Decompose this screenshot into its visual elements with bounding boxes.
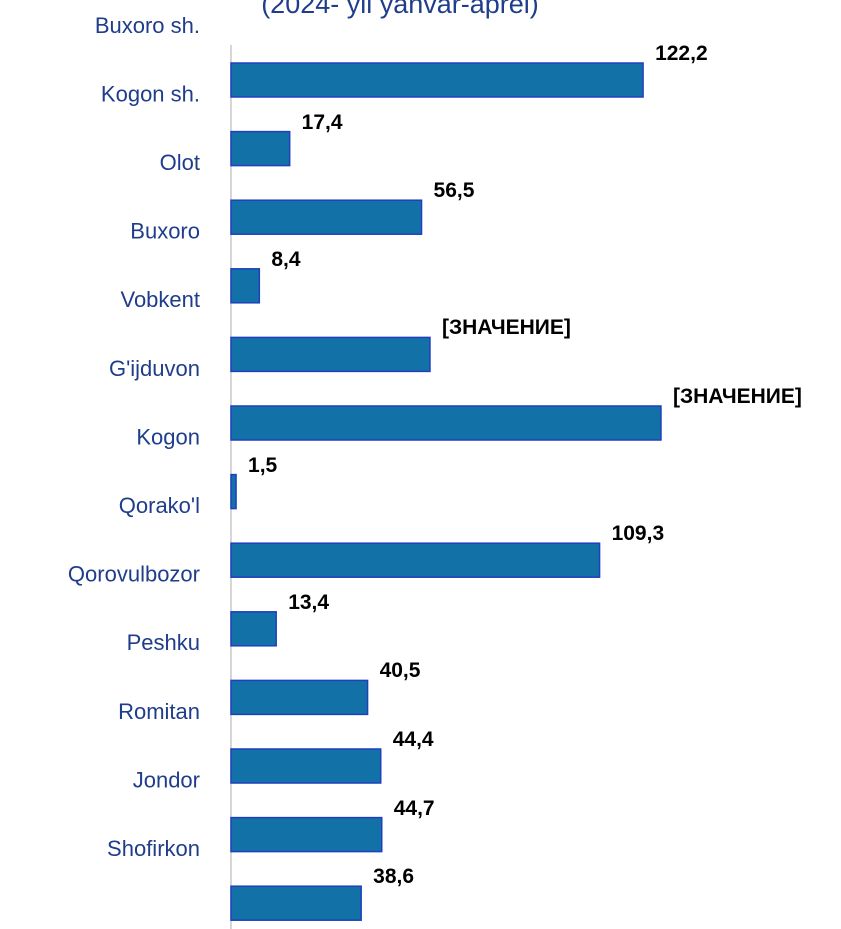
y-tick-label: Shofirkon: [107, 836, 200, 861]
value-label-box: [ЗНАЧЕНИЕ]: [441, 316, 571, 340]
y-tick-label: Buxoro sh.: [95, 13, 200, 38]
value-label: 44,7: [393, 796, 435, 820]
value-label: [ЗНАЧЕНИЕ]: [441, 316, 571, 340]
value-label-box: 122,2: [655, 42, 708, 65]
value-label: 122,2: [655, 42, 708, 65]
value-label: 38,6: [373, 865, 415, 889]
y-tick-label: Peshku: [127, 630, 200, 655]
bar: [230, 542, 601, 578]
y-tick-label: Jondor: [133, 767, 200, 792]
value-label: [ЗНАЧЕНИЕ]: [672, 385, 802, 408]
value-label: 56,5: [433, 179, 475, 203]
y-tick-label: Olot: [160, 150, 200, 175]
value-label-box: 109,3: [611, 522, 665, 546]
bar: [230, 748, 382, 784]
value-label-box: 1,5: [248, 453, 278, 477]
y-tick-label: Romitan: [118, 699, 200, 724]
y-tick-label: Buxoro: [130, 219, 200, 244]
bar: [230, 62, 644, 98]
value-label: 17,4: [301, 110, 343, 134]
bar: [230, 816, 383, 853]
value-label: 44,4: [392, 728, 434, 751]
bar: [230, 611, 277, 647]
value-label: 13,4: [288, 590, 330, 614]
y-tick-label: G'ijduvon: [109, 356, 200, 381]
value-label-box: 56,5: [433, 179, 475, 203]
value-label: 40,5: [379, 659, 421, 683]
value-label-box: [ЗНАЧЕНИЕ]: [672, 385, 802, 408]
y-tick-label: Kogon sh.: [101, 81, 200, 106]
value-label-box: 17,4: [301, 110, 343, 134]
bar: [230, 336, 431, 373]
value-label-box: 13,4: [288, 590, 330, 614]
bar: [230, 130, 291, 167]
y-tick-label: Qorovulbozor: [68, 562, 200, 587]
bar: [230, 268, 261, 304]
chart-subtitle: (2024- yil yanvar-aprel): [261, 0, 539, 19]
bar: [230, 199, 423, 235]
value-label-box: 44,7: [393, 796, 435, 820]
value-label-box: 40,5: [379, 659, 421, 683]
value-label-box: 8,4: [271, 247, 301, 271]
value-label-box: 44,4: [392, 728, 434, 751]
bar: [230, 405, 662, 441]
value-label: 109,3: [611, 522, 665, 546]
y-tick-label: Kogon: [136, 424, 200, 449]
value-label: 1,5: [248, 453, 278, 477]
y-tick-label: Vobkent: [120, 287, 200, 312]
value-label: 8,4: [271, 247, 301, 271]
value-label-box: 38,6: [373, 865, 415, 889]
bar: [230, 885, 362, 921]
bar: [230, 473, 237, 510]
bar: [230, 679, 369, 716]
y-tick-label: Qorako'l: [119, 493, 200, 518]
